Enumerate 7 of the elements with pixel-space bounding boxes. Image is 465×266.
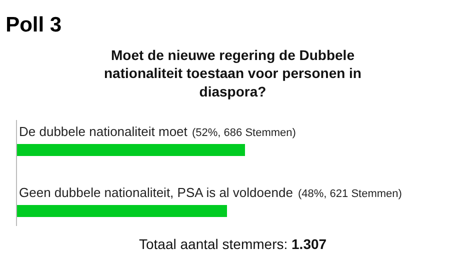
- y-tick-label: Geen dubbele nationaliteit, PSA is al voldoende: [19, 185, 293, 200]
- text: (48%, 621 Stemmen): [298, 188, 402, 200]
- text: Totaal aantal stemmers: 1.307: [139, 236, 327, 252]
- y-tick-label: De dubbele nationaliteit moet: [19, 124, 188, 139]
- chart-title: Poll 3: [6, 13, 62, 36]
- annotation: (52%, 686 Stemmen): [192, 127, 296, 139]
- chart-subtitle: Moet de nieuwe regering de Dubbele nationaliteit toestaan voor personen in diaspora?: [104, 47, 362, 100]
